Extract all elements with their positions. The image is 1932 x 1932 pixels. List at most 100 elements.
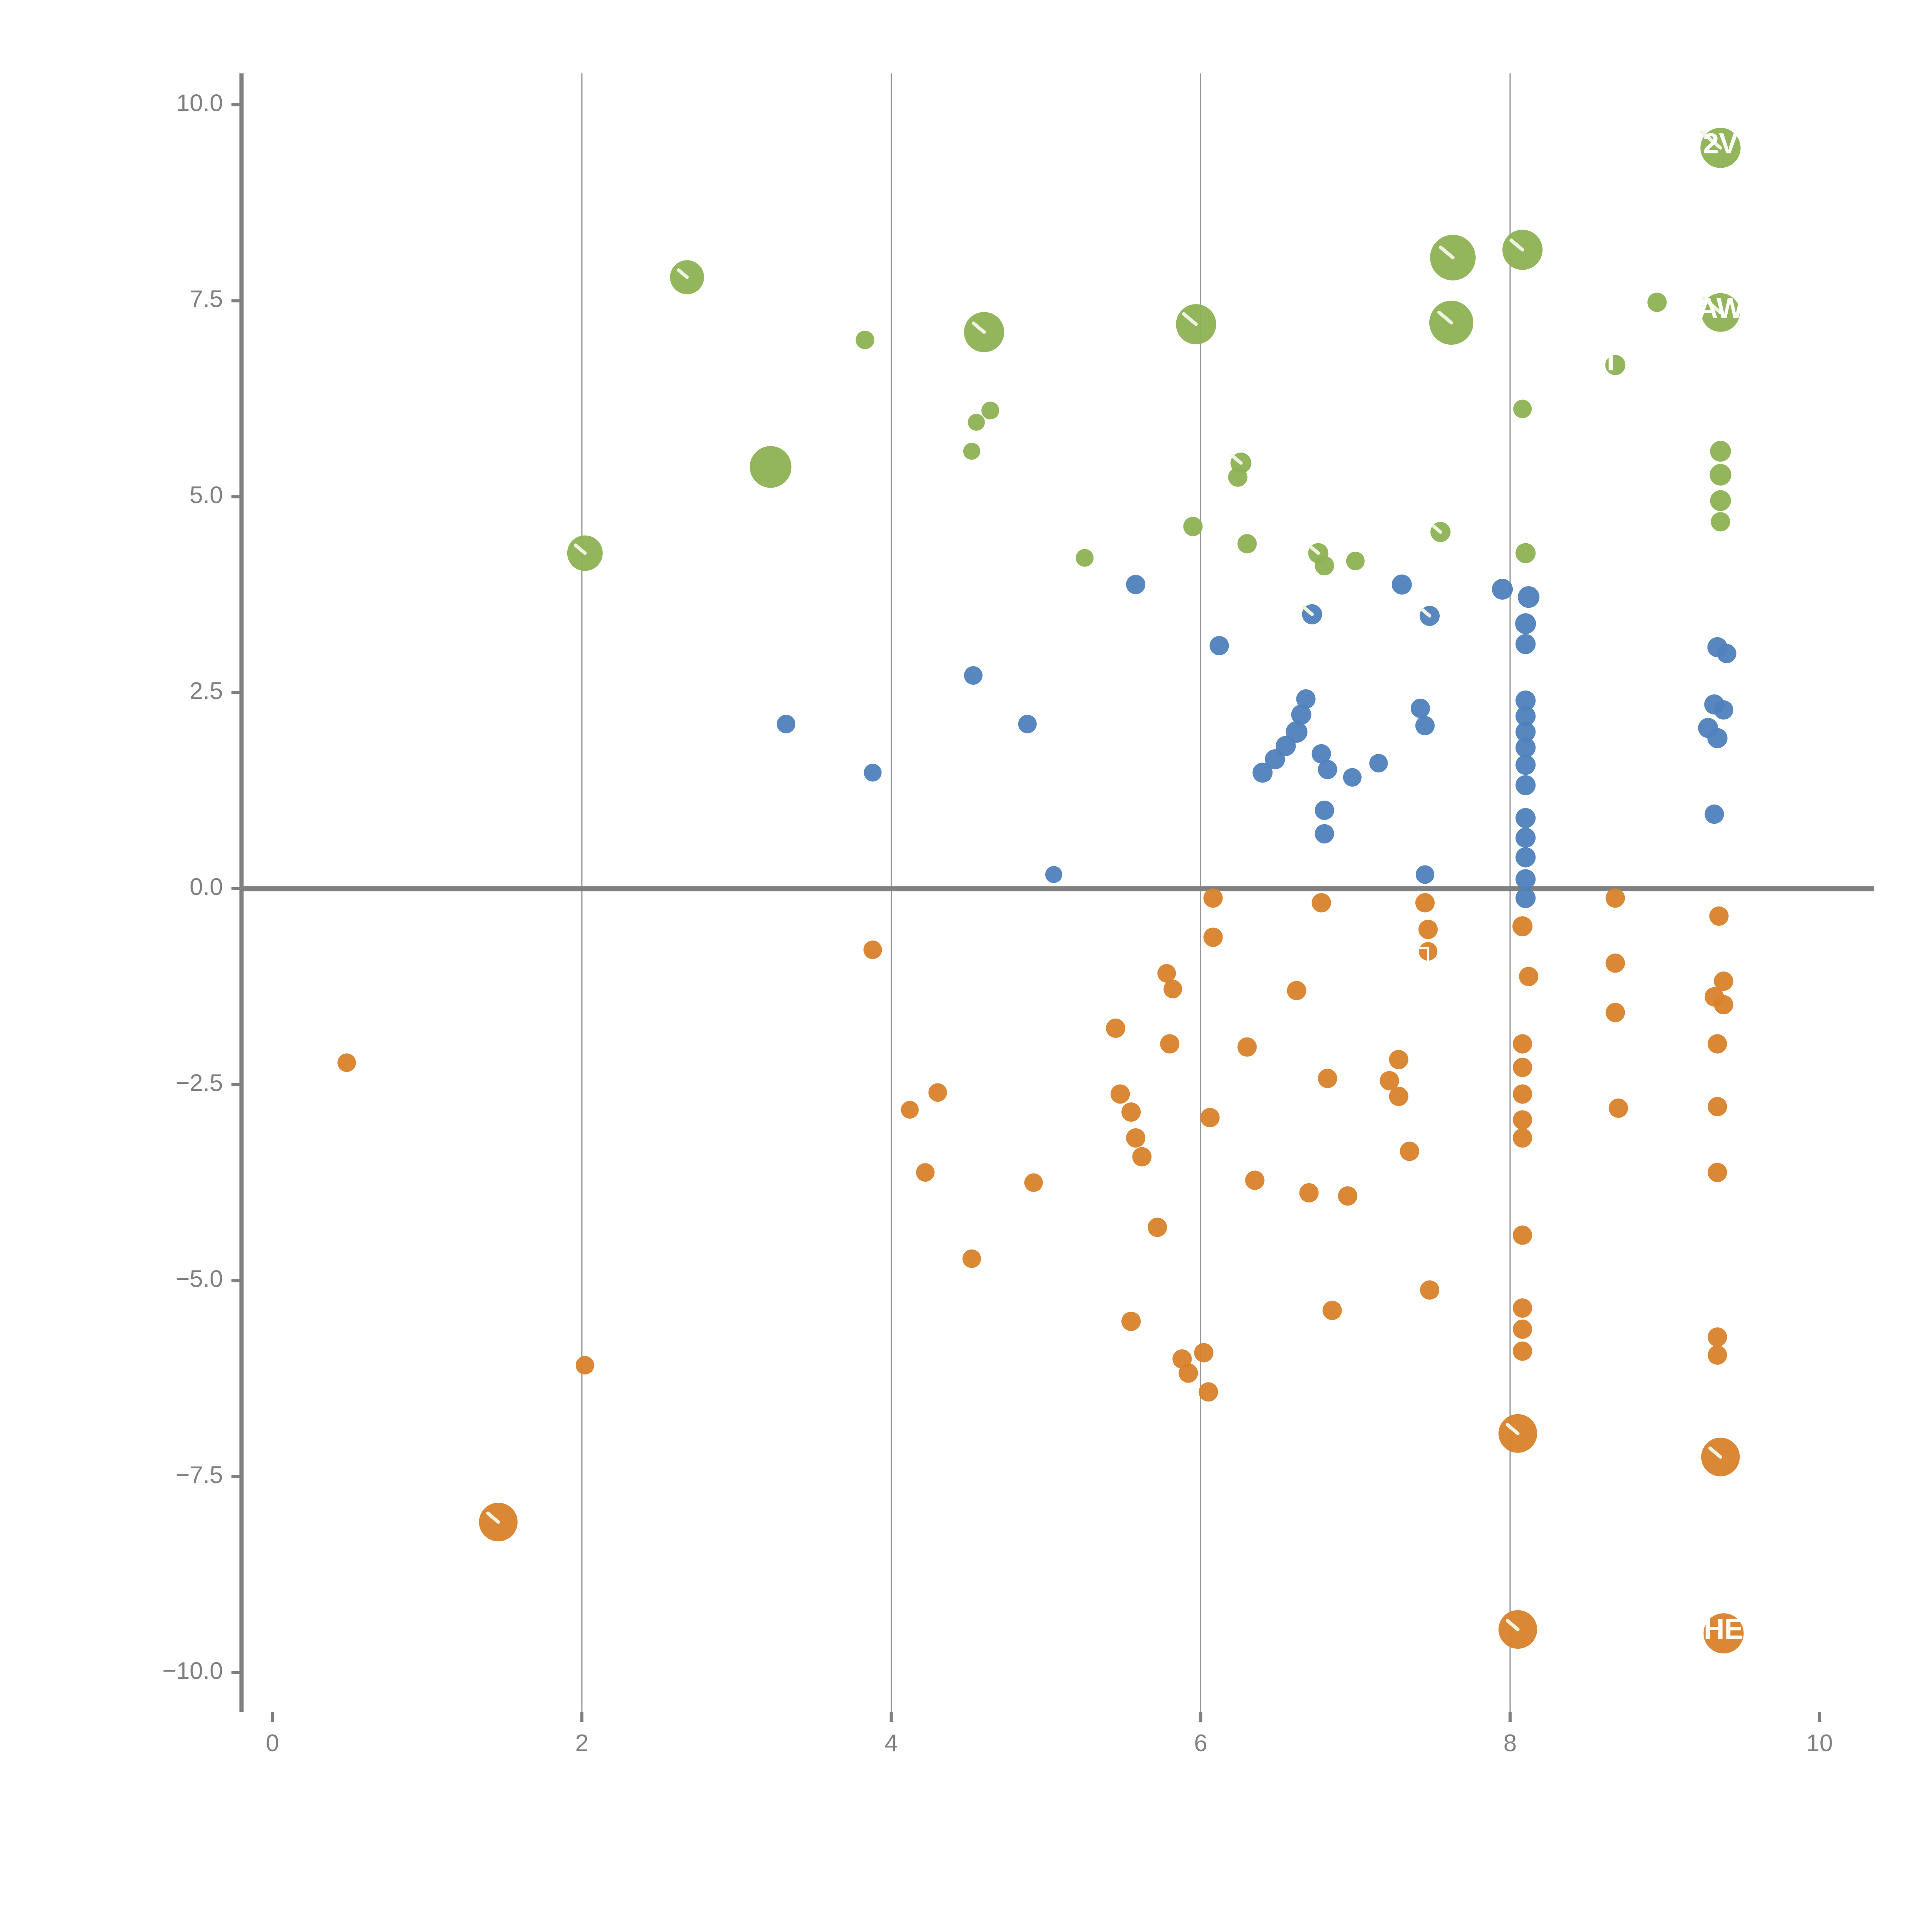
- data-point: [1717, 644, 1736, 663]
- label-leader-line: [1302, 605, 1314, 616]
- marker-label: ┐: [1418, 931, 1438, 966]
- data-point: [1515, 634, 1536, 654]
- y-axis-tick-label: 7.5: [190, 286, 223, 313]
- data-point: [1410, 699, 1430, 718]
- data-point: [1515, 706, 1536, 726]
- label-leader-line: [573, 543, 587, 555]
- data-point: [1318, 1068, 1337, 1088]
- data-point: [1710, 440, 1731, 462]
- data-point: [1515, 827, 1536, 848]
- data-point: [1515, 543, 1536, 563]
- data-point: [1714, 700, 1733, 720]
- marker-label: AW: [1697, 292, 1743, 324]
- data-points-group: [337, 128, 1744, 1654]
- data-point: [1513, 1225, 1532, 1245]
- x-axis-tick-label: 8: [1503, 1730, 1517, 1757]
- label-leader-line: [1505, 1619, 1520, 1631]
- data-point: [968, 413, 985, 431]
- y-axis-tick-label: −7.5: [176, 1462, 223, 1488]
- data-point: [1343, 768, 1362, 787]
- data-point: [1121, 1311, 1141, 1331]
- marker-label: 2V: [1703, 128, 1738, 160]
- x-axis-tick-label: 2: [575, 1730, 588, 1757]
- series-green: [567, 128, 1741, 576]
- data-point: [1515, 808, 1536, 828]
- data-point: [1199, 1382, 1218, 1402]
- data-point: [1515, 888, 1536, 908]
- data-point: [1415, 716, 1435, 735]
- data-point: [1605, 888, 1625, 908]
- data-point: [1513, 1034, 1532, 1054]
- data-point: [1513, 400, 1532, 418]
- data-point: [1315, 556, 1334, 576]
- label-leader-line: [1509, 238, 1524, 252]
- data-point: [1513, 1298, 1532, 1318]
- label-leader-line: [1309, 545, 1320, 555]
- data-point: [1708, 1034, 1727, 1054]
- data-point: [1708, 1163, 1727, 1182]
- data-point: [1709, 906, 1729, 926]
- data-point: [1299, 1183, 1319, 1202]
- data-point: [1315, 800, 1334, 820]
- series-orange: [337, 888, 1744, 1654]
- y-axis-tick-label: −2.5: [176, 1070, 223, 1096]
- x-axis-tick-label: 6: [1194, 1730, 1207, 1757]
- data-point: [1286, 721, 1308, 743]
- label-leader-line: [1702, 296, 1723, 315]
- data-point: [1018, 714, 1037, 733]
- y-axis-tick-label: 5.0: [190, 482, 223, 509]
- data-point: [1045, 866, 1062, 883]
- axis-ticks-group: [231, 103, 1821, 1722]
- data-point: [1704, 804, 1724, 824]
- data-point: [1415, 893, 1435, 913]
- data-point: [1418, 920, 1438, 939]
- data-point: [1183, 517, 1203, 536]
- data-point: [1126, 575, 1146, 594]
- data-point: [1228, 467, 1248, 487]
- gridlines-group: [581, 73, 1511, 1712]
- data-point: [1369, 754, 1388, 773]
- data-point: [1515, 690, 1536, 711]
- label-leader-line: [486, 1511, 500, 1524]
- data-point: [337, 1053, 356, 1072]
- data-point: [1291, 704, 1311, 725]
- data-point: [1252, 762, 1273, 783]
- y-axis-tick-label: 0.0: [190, 874, 223, 900]
- data-point: [1160, 1034, 1180, 1054]
- data-point: [1708, 1327, 1727, 1347]
- data-point: [863, 940, 882, 959]
- data-point: [1311, 893, 1331, 913]
- data-point: [928, 1083, 947, 1102]
- data-point: [1203, 888, 1223, 908]
- x-axis-tick-label: 4: [884, 1730, 898, 1757]
- data-point: [1492, 578, 1513, 600]
- data-point: [1076, 549, 1094, 567]
- data-point: [1311, 744, 1331, 764]
- marker-label: HE: [1704, 1613, 1743, 1645]
- data-point: [1132, 1147, 1152, 1167]
- data-point: [1400, 1141, 1419, 1161]
- data-point: [1518, 586, 1540, 608]
- data-point: [1237, 1037, 1257, 1057]
- data-point: [1605, 1003, 1625, 1022]
- data-point: [1515, 775, 1536, 796]
- data-point: [1346, 551, 1365, 570]
- data-point: [1513, 1110, 1532, 1130]
- x-axis-tick-label: 0: [266, 1730, 279, 1757]
- data-point: [1714, 971, 1733, 991]
- label-leader-line: [1439, 245, 1455, 260]
- data-point: [1515, 613, 1536, 634]
- label-leader-line: [1432, 524, 1442, 534]
- data-point: [1515, 737, 1536, 758]
- label-leader-line: [1708, 1446, 1723, 1459]
- data-point: [1265, 749, 1285, 770]
- data-point: [1515, 755, 1536, 775]
- label-leader-line: [1182, 312, 1198, 326]
- data-point: [1708, 1097, 1727, 1116]
- y-axis-tick-label: −10.0: [162, 1658, 223, 1684]
- data-point: [1513, 1341, 1532, 1361]
- data-point: [1418, 942, 1437, 961]
- data-point: [1296, 689, 1316, 709]
- data-point: [1379, 1071, 1399, 1090]
